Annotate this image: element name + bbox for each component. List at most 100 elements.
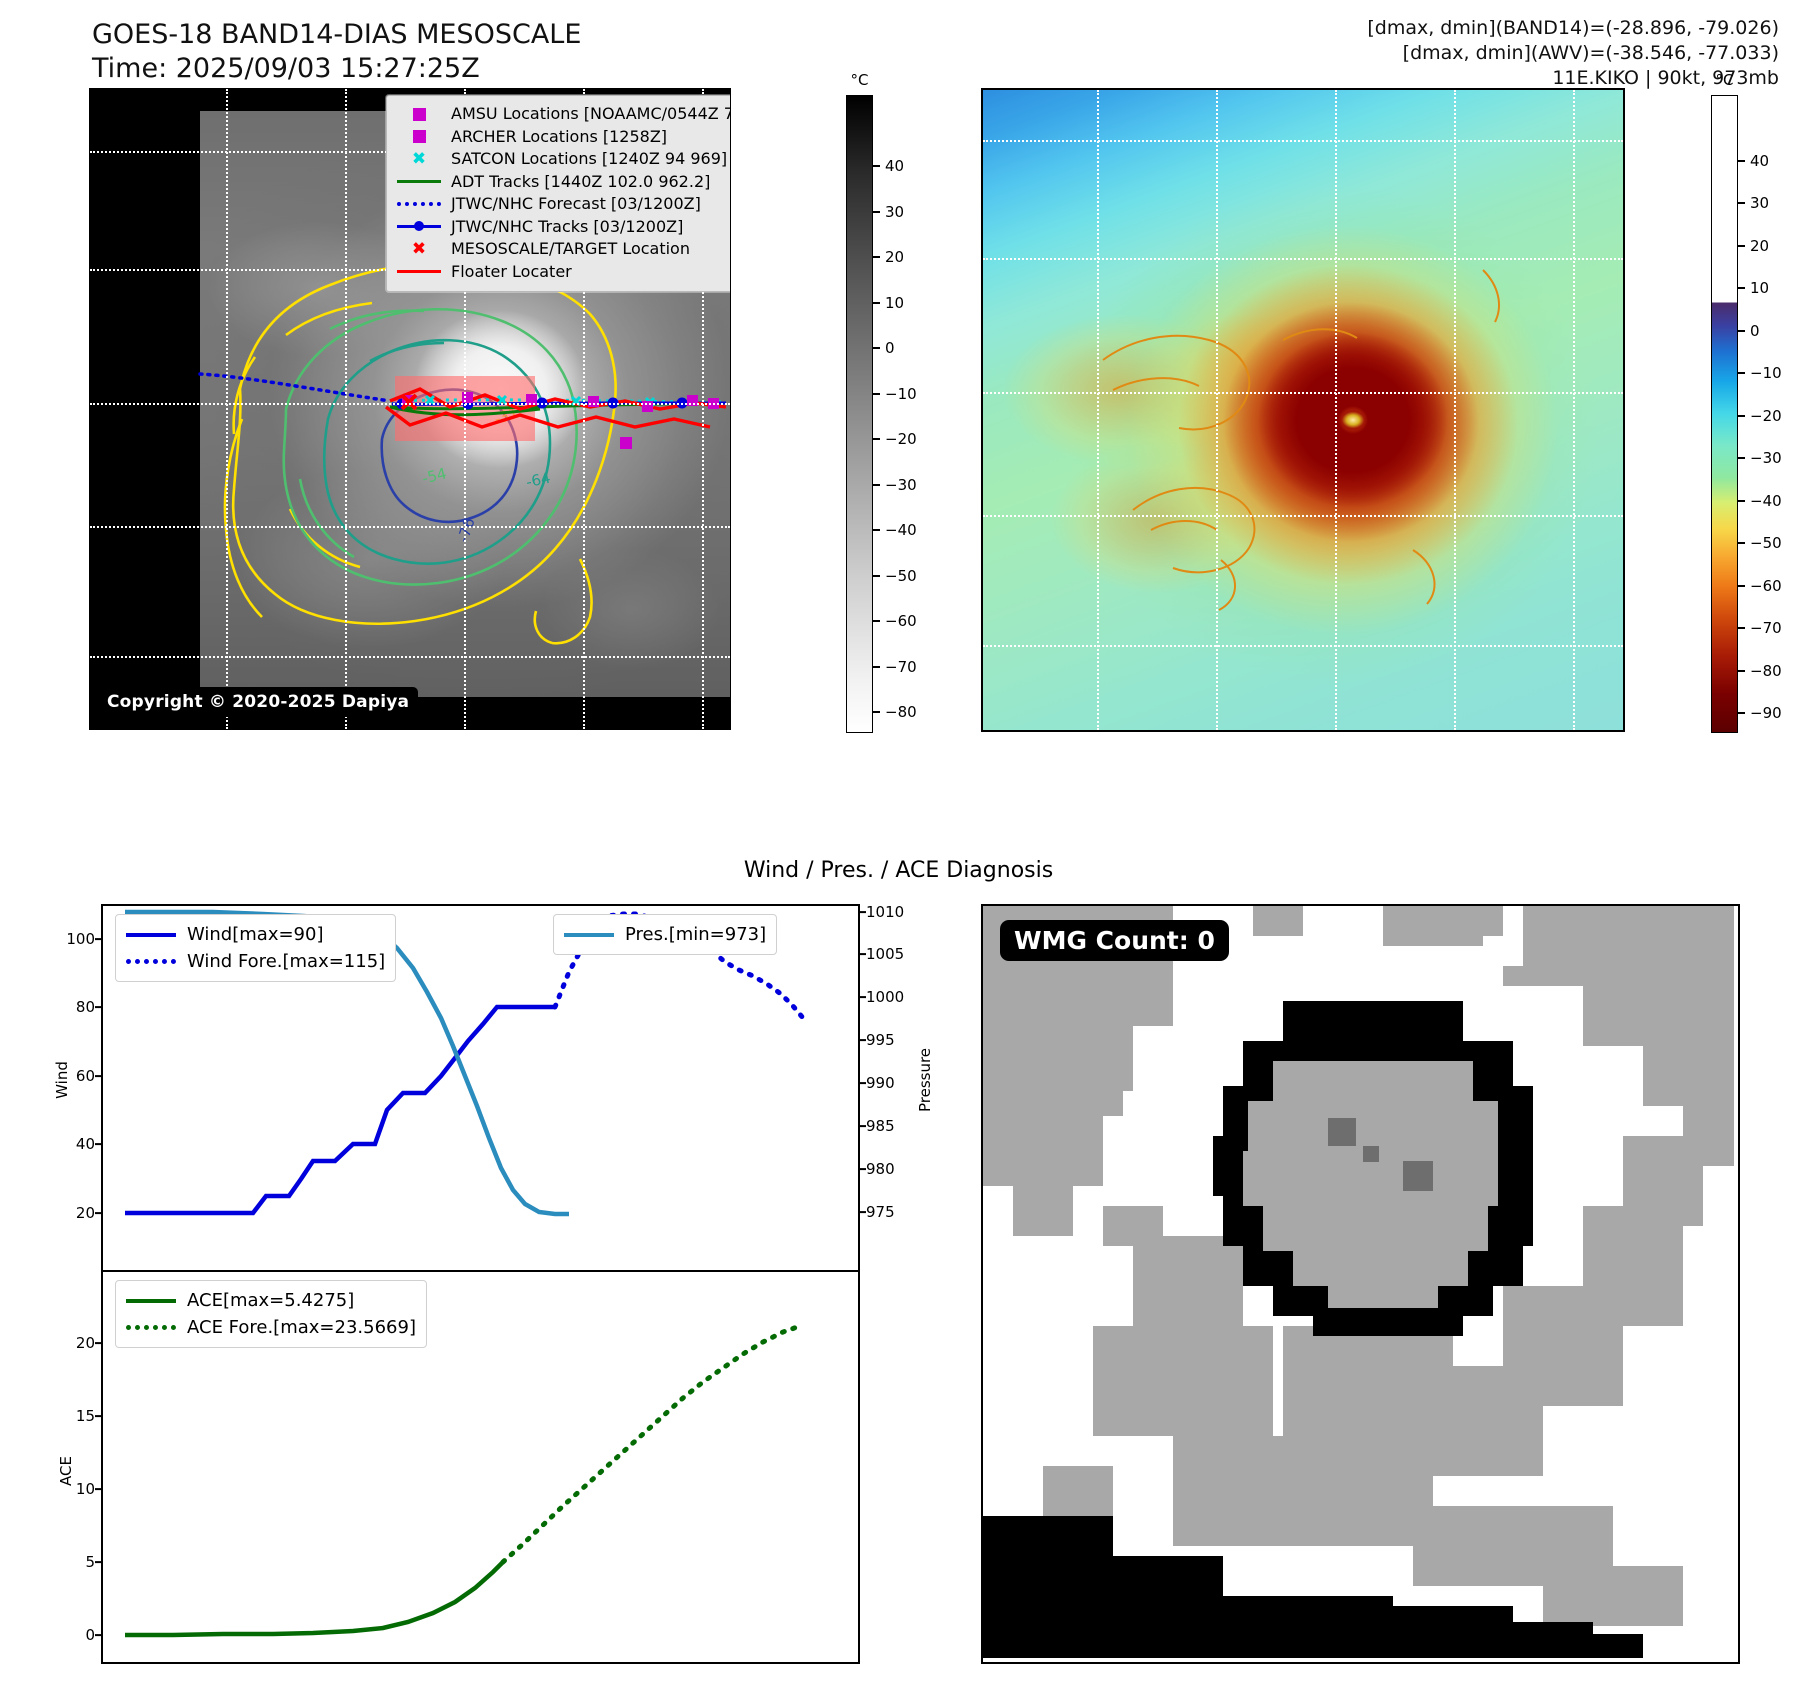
eir-cb-tick: −50	[1750, 534, 1782, 552]
legend-label-pressure: Pres.[min=973]	[625, 924, 767, 945]
ir-cb-tick: −10	[885, 385, 917, 403]
wmg-count-badge: WMG Count: 0	[1000, 920, 1229, 961]
eir-convective-bands	[1102, 269, 1500, 611]
legend-label-wind: Wind[max=90]	[187, 924, 324, 945]
blue-line-marker-icon	[396, 219, 442, 235]
eir-cb-tick: −80	[1750, 662, 1782, 680]
legend-row-tracks: JTWC/NHC Tracks [03/1200Z]	[396, 216, 730, 239]
goes-ir-mesoscale-panel[interactable]: -31 -54 -64 -76	[89, 88, 731, 730]
legend-label-adt: ADT Tracks [1440Z 102.0 962.2]	[451, 171, 711, 191]
legend-label-wind-forecast: Wind Fore.[max=115]	[187, 951, 386, 972]
red-x-icon: ✖	[411, 238, 427, 259]
legend-label-floater: Floater Locater	[451, 261, 572, 281]
pressure-ytick: 980	[866, 1160, 895, 1178]
dmax-dmin-awv: [dmax, dmin](AWV)=(-38.546, -77.033)	[1402, 42, 1779, 64]
wind-ytick: 80	[75, 998, 95, 1016]
ir-cb-tick: −20	[885, 430, 917, 448]
pressure-axis-label: Pressure	[916, 1047, 935, 1113]
diagnosis-title: Wind / Pres. / ACE Diagnosis	[743, 858, 1054, 883]
legend-row-adt: ADT Tracks [1440Z 102.0 962.2]	[396, 171, 730, 194]
enhanced-ir-image	[983, 90, 1623, 730]
storm-id-intensity: 11E.KIKO | 90kt, 973mb	[1552, 67, 1779, 89]
legend-label-target: MESOSCALE/TARGET Location	[451, 239, 690, 258]
eir-cb-tick: −10	[1750, 364, 1782, 382]
legend-label-satcon: SATCON Locations [1240Z 94 969]	[451, 149, 728, 168]
cyan-x-icon: ✖	[411, 148, 427, 169]
pressure-ytick: 975	[866, 1203, 895, 1221]
title-line-1: GOES-18 BAND14-DIAS MESOSCALE	[92, 19, 582, 50]
ir-legend[interactable]: AMSU Locations [NOAAMC/0544Z 79 987] ARC…	[386, 95, 730, 292]
ace-ytick: 5	[85, 1553, 95, 1571]
wmg-cloud-mask	[983, 906, 1734, 1658]
blue-dotted-line-icon	[126, 959, 176, 964]
legend-row-wind: Wind[max=90]	[126, 921, 385, 948]
ir-cb-tick: 0	[885, 339, 895, 357]
wind-ytick: 20	[75, 1204, 95, 1222]
eir-cb-tick: 20	[1750, 237, 1770, 255]
legend-label-ace-forecast: ACE Fore.[max=23.5669]	[187, 1317, 416, 1338]
ir-cb-tick: −50	[885, 567, 917, 585]
eir-cb-tick: 10	[1750, 279, 1770, 297]
wind-ytick: 60	[75, 1067, 95, 1085]
ace-chart[interactable]: 0 5 10 15 20 ACE ACE[max=5.4275] ACE For…	[57, 1270, 860, 1664]
eir-colorbar-unit: °C	[1715, 71, 1734, 89]
green-dotted-line-icon	[126, 1325, 176, 1330]
magenta-square-icon	[396, 106, 442, 122]
magenta-square-icon	[396, 129, 442, 145]
wind-pressure-chart[interactable]: 20 40 60 80 100 Wind 1010 1005 1000 995 …	[53, 903, 934, 1274]
ir-cb-tick: −70	[885, 658, 917, 676]
wind-legend[interactable]: Wind[max=90] Wind Fore.[max=115]	[115, 914, 397, 982]
ace-axis-label: ACE	[56, 1456, 75, 1486]
green-line-icon	[126, 1298, 176, 1303]
legend-label-ace: ACE[max=5.4275]	[187, 1290, 355, 1311]
legend-label-amsu: AMSU Locations [NOAAMC/0544Z 79 987]	[451, 104, 730, 123]
legend-row-wind-forecast: Wind Fore.[max=115]	[126, 948, 385, 975]
pressure-ytick: 1000	[866, 988, 905, 1006]
ir-cb-tick: −40	[885, 521, 917, 539]
pressure-ytick: 995	[866, 1031, 895, 1049]
pressure-legend[interactable]: Pres.[min=973]	[553, 914, 778, 955]
legend-row-pressure: Pres.[min=973]	[564, 921, 766, 948]
ir-cb-tick: 40	[885, 157, 905, 175]
ace-ytick: 10	[75, 1480, 95, 1498]
page-title: GOES-18 BAND14-DIAS MESOSCALE Time: 2025…	[92, 18, 792, 86]
wind-axis-label: Wind	[52, 1061, 71, 1099]
legend-label-tracks: JTWC/NHC Tracks [03/1200Z]	[451, 216, 684, 236]
wind-ytick: 100	[66, 930, 95, 948]
ir-cb-tick: −30	[885, 476, 917, 494]
eir-cb-tick: −60	[1750, 577, 1782, 595]
eir-cb-tick: 0	[1750, 322, 1760, 340]
ir-cb-tick: −60	[885, 612, 917, 630]
legend-label-forecast: JTWC/NHC Forecast [03/1200Z]	[451, 194, 701, 213]
ace-ytick: 0	[85, 1626, 95, 1644]
copyright-notice: Copyright © 2020-2025 Dapiya	[98, 687, 419, 717]
legend-row-amsu: AMSU Locations [NOAAMC/0544Z 79 987]	[396, 103, 730, 126]
eir-cb-tick: −70	[1750, 619, 1782, 637]
blue-line-icon	[126, 932, 176, 937]
pressure-ytick: 985	[866, 1117, 895, 1135]
dmax-dmin-band14: [dmax, dmin](BAND14)=(-28.896, -79.026)	[1367, 17, 1779, 39]
ir-cb-tick: −80	[885, 703, 917, 721]
ir-colorbar[interactable]: °C 40 30 20 10 0 −10 −20 −30 −40 −50 −60…	[846, 71, 917, 733]
eir-cb-tick: 30	[1750, 194, 1770, 212]
legend-row-target: ✖ MESOSCALE/TARGET Location	[396, 238, 730, 261]
legend-row-forecast: JTWC/NHC Forecast [03/1200Z]	[396, 193, 730, 216]
eir-cb-tick: −20	[1750, 407, 1782, 425]
ace-legend[interactable]: ACE[max=5.4275] ACE Fore.[max=23.5669]	[115, 1280, 427, 1348]
pressure-ytick: 1010	[866, 903, 905, 921]
topright-header: [dmax, dmin](BAND14)=(-28.896, -79.026) …	[1367, 16, 1779, 91]
blue-dotted-line-icon	[396, 196, 442, 212]
green-line-icon	[396, 174, 442, 190]
pressure-ytick: 990	[866, 1074, 895, 1092]
eir-cb-tick: 40	[1750, 152, 1770, 170]
ace-ytick: 20	[75, 1334, 95, 1352]
ir-cb-tick: 30	[885, 203, 905, 221]
legend-row-satcon: ✖ SATCON Locations [1240Z 94 969]	[396, 148, 730, 171]
legend-row-ace-forecast: ACE Fore.[max=23.5669]	[126, 1314, 416, 1341]
enhanced-ir-panel[interactable]: 18°N 16°N 14°N 12°N 10°N 134°W 132°W 130…	[981, 88, 1625, 732]
legend-label-archer: ARCHER Locations [1258Z]	[451, 126, 668, 146]
teal-line-icon	[564, 932, 614, 937]
wmg-panel[interactable]: WMG Count: 0	[981, 904, 1740, 1664]
eir-colorbar[interactable]: °C 40 30 20 10 0 −10 −20 −30 −40 −50 −60…	[1711, 71, 1782, 733]
ace-ytick: 15	[75, 1407, 95, 1425]
